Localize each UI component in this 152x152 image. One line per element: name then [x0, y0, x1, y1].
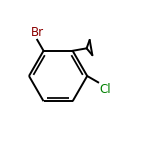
Text: Cl: Cl	[99, 83, 111, 96]
Text: Br: Br	[31, 26, 44, 39]
